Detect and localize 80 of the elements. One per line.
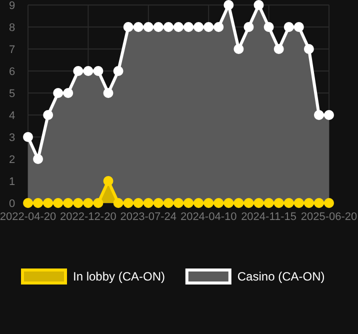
y-tick-label: 3 <box>8 132 16 144</box>
point <box>73 66 84 76</box>
point <box>174 22 184 32</box>
y-tick-label: 6 <box>8 66 16 78</box>
point <box>123 22 134 32</box>
point <box>153 198 164 208</box>
point <box>83 198 94 208</box>
point <box>204 22 214 32</box>
x-tick-label: 2024-04-10 <box>180 211 237 223</box>
point <box>214 198 224 208</box>
point <box>294 22 304 32</box>
point <box>194 22 204 32</box>
point <box>153 22 164 32</box>
y-tick-label: 1 <box>8 176 16 188</box>
legend-label: Casino (CA-ON) <box>237 270 325 284</box>
x-tick-label: 2024-11-15 <box>241 211 297 223</box>
point <box>274 44 284 54</box>
point <box>113 198 124 208</box>
point <box>83 66 94 76</box>
point <box>314 110 324 120</box>
point <box>143 198 154 208</box>
point <box>274 198 284 208</box>
y-tick-label: 5 <box>8 88 16 100</box>
point <box>63 198 74 208</box>
point <box>53 88 64 98</box>
point <box>244 198 254 208</box>
point <box>244 22 254 32</box>
point <box>143 22 154 32</box>
point <box>184 198 194 208</box>
point <box>63 88 74 98</box>
point <box>264 198 274 208</box>
point <box>284 198 294 208</box>
point <box>304 198 314 208</box>
point <box>103 176 114 186</box>
x-tick-label: 2022-12-20 <box>60 211 116 223</box>
point <box>103 88 114 98</box>
point <box>294 198 304 208</box>
y-tick-label: 8 <box>8 22 16 34</box>
point <box>33 154 44 164</box>
point <box>33 198 44 208</box>
point <box>53 198 64 208</box>
point <box>324 198 334 208</box>
y-tick-label: 0 <box>8 198 16 210</box>
point <box>93 198 104 208</box>
point <box>324 110 334 120</box>
point <box>73 198 84 208</box>
point <box>174 198 184 208</box>
point <box>43 198 54 208</box>
x-tick-label: 2022-04-20 <box>0 211 56 223</box>
point <box>123 198 134 208</box>
point <box>163 198 174 208</box>
point <box>133 22 144 32</box>
point <box>284 22 294 32</box>
point <box>314 198 324 208</box>
y-tick-label: 9 <box>8 0 16 12</box>
point <box>113 66 124 76</box>
point <box>23 132 33 142</box>
point <box>184 22 194 32</box>
point <box>304 44 314 54</box>
point <box>254 198 264 208</box>
point <box>224 198 234 208</box>
point <box>234 44 244 54</box>
x-tick-label: 2025-06-20 <box>300 211 358 223</box>
point <box>43 110 54 120</box>
y-tick-label: 4 <box>8 110 16 122</box>
point <box>163 22 174 32</box>
y-tick-label: 7 <box>8 44 16 56</box>
point <box>93 66 104 76</box>
point <box>254 0 264 10</box>
x-tick-label: 2023-07-24 <box>120 211 177 223</box>
point <box>214 22 224 32</box>
point <box>264 22 274 32</box>
point <box>23 198 33 208</box>
y-tick-label: 2 <box>8 154 16 166</box>
point <box>204 198 214 208</box>
point <box>194 198 204 208</box>
point <box>234 198 244 208</box>
point <box>224 0 234 10</box>
legend-label: In lobby (CA-ON) <box>73 270 166 284</box>
point <box>133 198 144 208</box>
